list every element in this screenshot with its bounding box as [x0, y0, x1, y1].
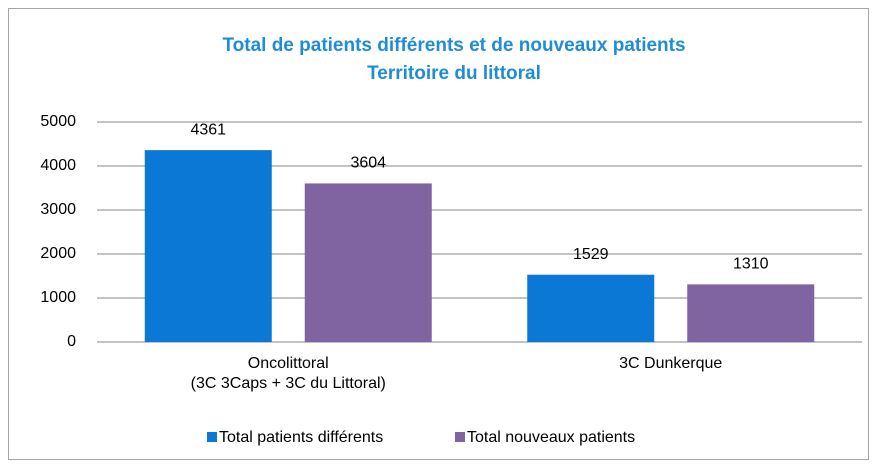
y-tick-label: 5000	[40, 113, 76, 130]
y-tick-label: 4000	[40, 157, 76, 174]
legend-label: Total patients différents	[219, 429, 383, 446]
x-tick-label: Oncolittoral	[248, 355, 329, 372]
y-tick-label: 0	[67, 333, 76, 350]
chart-title: Total de patients différents et de nouve…	[222, 35, 685, 56]
bar	[687, 284, 815, 342]
chart-title: Territoire du littoral	[367, 63, 541, 84]
x-tick-label: (3C 3Caps + 3C du Littoral)	[191, 375, 386, 392]
y-tick-label: 2000	[40, 245, 76, 262]
legend-swatch	[455, 432, 465, 442]
legend-swatch	[207, 432, 217, 442]
data-label: 3604	[350, 155, 386, 172]
legend-label: Total nouveaux patients	[467, 429, 635, 446]
y-tick-label: 1000	[40, 289, 76, 306]
bar	[527, 274, 655, 342]
x-tick-label: 3C Dunkerque	[619, 355, 722, 372]
bar	[304, 183, 432, 342]
y-tick-label: 3000	[40, 201, 76, 218]
bar	[144, 150, 272, 342]
data-label: 1529	[573, 246, 609, 263]
data-label: 4361	[190, 121, 226, 138]
data-label: 1310	[733, 256, 769, 273]
